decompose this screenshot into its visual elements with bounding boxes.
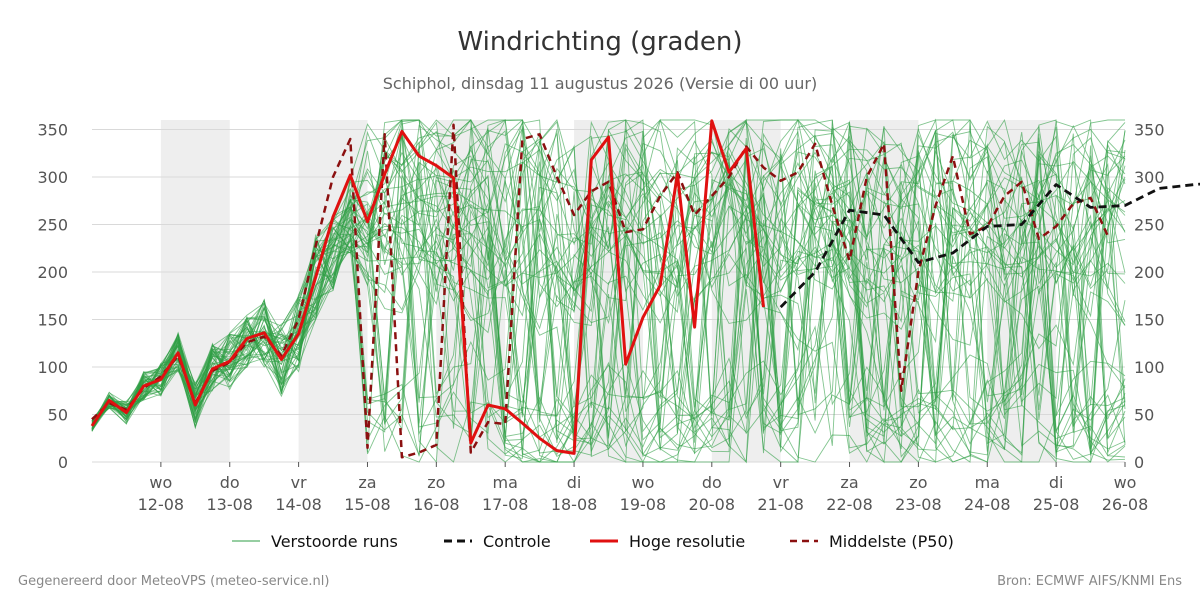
ensemble-member-line [91,119,1126,445]
x-tick-day: ma [493,473,518,492]
legend-item-control: Controle [444,532,551,551]
legend-item-ensemble: Verstoorde runs [232,532,398,551]
x-tick-date: 25-08 [1033,495,1080,514]
ensemble-member-line [91,119,1126,463]
y-tick-label-left: 100 [37,358,68,377]
y-tick-label-left: 300 [37,168,68,187]
x-tick-date: 18-08 [551,495,598,514]
x-tick-day: ma [975,473,1000,492]
x-tick-day: za [840,473,858,492]
x-tick-day: wo [1114,473,1137,492]
control-series-line [779,182,1200,309]
x-tick-date: 26-08 [1102,495,1149,514]
x-tick-date: 17-08 [482,495,529,514]
ensemble-member-line [91,150,1126,464]
axes: 0 0 50 50 100 100 150 150 200 200 250 250 300 300 350 3… [37,121,1164,515]
x-tick-day: wo [631,473,654,492]
ensemble-member-line [91,119,1126,452]
y-tick-label-left: 350 [37,121,68,140]
footer-source: Bron: ECMWF AIFS/KNMI Ens [997,574,1182,589]
ensemble-member-line [91,121,1126,453]
x-tick-day: di [1049,473,1064,492]
y-tick-label-right: 0 [1134,453,1144,472]
hires-series-line [90,119,765,455]
x-tick-date: 19-08 [620,495,667,514]
x-tick-date: 13-08 [206,495,253,514]
chart-title: Windrichting (graden) [457,27,742,57]
y-tick-label-right: 150 [1134,311,1165,330]
legend-label: Controle [483,532,551,551]
y-tick-label-left: 150 [37,311,68,330]
x-tick-date: 23-08 [895,495,942,514]
footer-credit: Gegenereerd door MeteoVPS (meteo-service… [18,574,329,589]
ensemble-member-line [91,118,1126,458]
x-tick-day: do [702,473,722,492]
x-tick-date: 21-08 [757,495,804,514]
x-tick-date: 12-08 [138,495,185,514]
x-tick-day: za [358,473,376,492]
y-tick-label-right: 350 [1134,121,1165,140]
x-tick-date: 24-08 [964,495,1011,514]
x-tick-date: 22-08 [826,495,873,514]
legend-item-median: Middelste (P50) [790,532,954,551]
legend-label: Verstoorde runs [271,532,398,551]
x-tick-day: vr [291,473,307,492]
y-tick-label-left: 0 [58,453,68,472]
x-tick-date: 15-08 [344,495,391,514]
ensemble-members [91,118,1126,464]
x-tick-day: zo [427,473,445,492]
x-tick-date: 14-08 [275,495,322,514]
ensemble-member-line [91,119,1126,450]
y-tick-label-left: 50 [48,406,68,425]
ensemble-member-line [91,132,1126,464]
median-series-line [91,123,1109,459]
ensemble-member-line [91,121,1126,463]
y-tick-label-left: 200 [37,263,68,282]
ensemble-member-line [91,119,1126,463]
x-tick-day: vr [773,473,789,492]
legend-label: Hoge resolutie [629,532,745,551]
legend-item-hires: Hoge resolutie [590,532,745,551]
ensemble-member-line [91,119,1125,451]
x-tick-day: zo [909,473,927,492]
ensemble-member-line [91,127,1126,463]
y-tick-label-right: 300 [1134,168,1165,187]
ensemble-member-line [91,119,1126,463]
y-tick-label-right: 250 [1134,216,1165,235]
y-tick-label-left: 250 [37,216,68,235]
chart-subtitle: Schiphol, dinsdag 11 augustus 2026 (Vers… [383,74,818,93]
legend-label: Middelste (P50) [829,532,954,551]
x-tick-day: di [567,473,582,492]
main-series [90,119,1200,459]
ensemble-member-line [91,177,1126,463]
y-tick-label-right: 50 [1134,406,1154,425]
y-tick-label-right: 200 [1134,263,1165,282]
legend: Verstoorde runs Controle Hoge resolutie Mid… [232,532,954,551]
y-tick-label-right: 100 [1134,358,1165,377]
x-tick-date: 16-08 [413,495,460,514]
x-tick-day: wo [149,473,172,492]
x-tick-date: 20-08 [689,495,736,514]
x-tick-day: do [220,473,240,492]
ensemble-member-line [91,119,1126,463]
